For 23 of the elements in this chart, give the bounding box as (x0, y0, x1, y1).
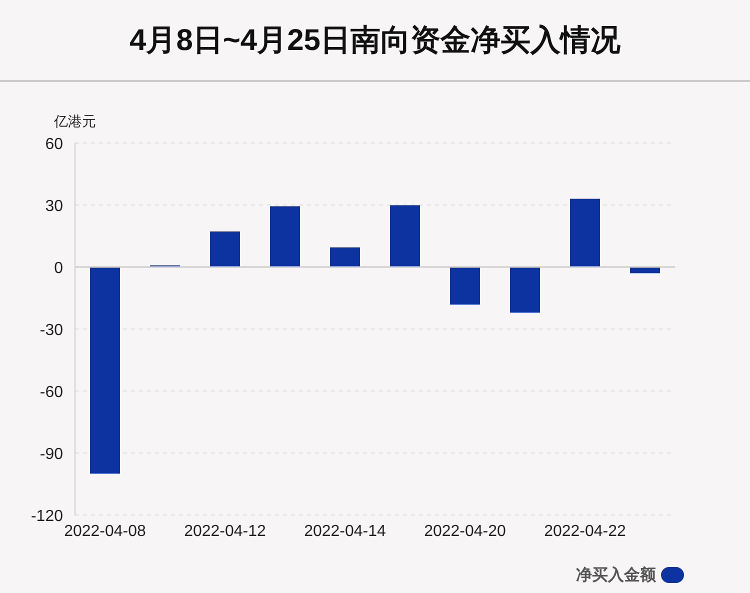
bar (210, 231, 240, 267)
legend-label: 净买入金额 (576, 566, 657, 584)
bar (510, 267, 540, 313)
y-tick-label: 30 (45, 198, 64, 215)
x-tick-label: 2022-04-08 (64, 523, 146, 540)
bar (330, 247, 360, 267)
bar (390, 205, 420, 267)
bar (270, 206, 300, 267)
y-tick-label: -30 (40, 322, 64, 339)
bar (570, 198, 600, 267)
x-tick-label: 2022-04-12 (184, 523, 266, 540)
y-axis-title: 亿港元 (53, 113, 96, 129)
bar (90, 267, 120, 474)
x-tick-label: 2022-04-14 (304, 523, 386, 540)
y-tick-label: -60 (40, 384, 64, 401)
x-tick-label: 2022-04-22 (544, 523, 626, 540)
y-tick-label: 60 (45, 136, 64, 153)
y-tick-label: -90 (40, 446, 64, 463)
y-tick-label: 0 (54, 260, 64, 277)
bar (450, 267, 480, 305)
x-tick-label: 2022-04-20 (424, 523, 506, 540)
chart-title: 4月8日~4月25日南向资金净买入情况 (130, 24, 622, 57)
y-tick-label: -120 (30, 508, 64, 525)
